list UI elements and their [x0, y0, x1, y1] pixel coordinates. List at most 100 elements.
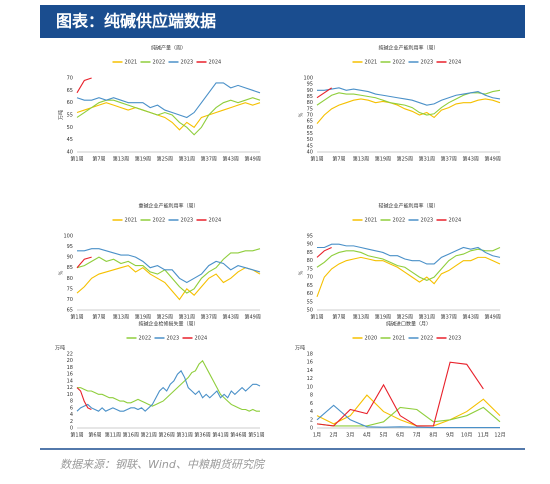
y-tick-label: 70 [67, 297, 73, 303]
x-tick-label: 第37周 [441, 156, 457, 163]
x-tick-label: 12月 [494, 433, 505, 439]
x-tick-label: 第41周 [212, 432, 228, 439]
series-line [76, 256, 92, 269]
y-axis-label: % [59, 270, 65, 275]
y-tick-label: 45 [67, 137, 73, 143]
series-line [316, 98, 501, 124]
y-tick-label: 60 [307, 291, 313, 297]
series-line [76, 369, 261, 412]
series-line [76, 102, 261, 131]
series-line [77, 248, 261, 284]
y-tick-label: 4 [70, 412, 73, 418]
x-tick-label: 第37周 [201, 156, 217, 163]
legend-label: 2021 [365, 218, 378, 224]
x-tick-label: 第49周 [244, 156, 260, 163]
y-axis-label: 万吨 [55, 345, 65, 352]
y-tick-label: 6 [310, 401, 313, 407]
x-tick-label: 第19周 [375, 156, 391, 163]
source: 数据来源：钢联、Wind、中粮期货研究院 [60, 458, 266, 471]
y-tick-label: 75 [307, 106, 313, 112]
y-tick-label: 50 [67, 125, 73, 131]
x-tick-label: 4月 [363, 433, 371, 439]
x-tick-label: 8月 [429, 433, 437, 439]
x-tick-label: 3月 [346, 433, 354, 439]
legend-label: 2023 [449, 336, 462, 342]
y-tick-label: 65 [67, 88, 73, 94]
x-tick-label: 第19周 [135, 156, 151, 163]
y-tick-label: 60 [67, 100, 73, 106]
x-tick-label: 7月 [413, 433, 421, 439]
y-tick-label: 22 [67, 352, 73, 358]
series-line [317, 243, 501, 265]
x-tick-label: 第46周 [230, 432, 246, 439]
y-axis-label: % [299, 270, 305, 275]
x-tick-label: 第13周 [113, 156, 129, 163]
legend-label: 2023 [167, 336, 180, 342]
x-tick-label: 第37周 [201, 314, 217, 321]
x-tick-label: 第49周 [484, 314, 500, 321]
x-tick-label: 6月 [396, 433, 404, 439]
x-tick-label: 第25周 [397, 314, 413, 321]
chart-title: 纯碱产量（周） [151, 45, 186, 52]
legend-label: 2024 [449, 218, 462, 224]
y-tick-label: 0 [310, 426, 313, 432]
y-tick-label: 75 [307, 266, 313, 272]
legend-label: 2021 [125, 218, 138, 224]
y-tick-label: 55 [307, 299, 313, 305]
y-tick-label: 85 [307, 94, 313, 100]
x-tick-label: 第19周 [375, 314, 391, 321]
y-tick-label: 4 [310, 409, 313, 415]
chart-title: 轻碱企业产能利用率（周） [378, 203, 438, 210]
y-tick-label: 16 [307, 360, 313, 366]
y-tick-label: 10 [67, 392, 73, 398]
y-tick-label: 12 [307, 376, 313, 382]
series-line [316, 247, 332, 258]
x-tick-label: 第7周 [92, 314, 105, 321]
x-tick-label: 第43周 [463, 156, 479, 163]
y-tick-label: 18 [307, 352, 313, 358]
y-tick-label: 2 [70, 419, 73, 425]
x-tick-label: 第7周 [332, 156, 345, 163]
y-tick-label: 65 [307, 119, 313, 125]
y-tick-label: 95 [307, 82, 313, 88]
y-tick-label: 80 [307, 100, 313, 106]
y-tick-label: 50 [307, 308, 313, 314]
chart-title: 纯碱企业产能利用率（周） [378, 45, 438, 52]
y-tick-label: 80 [67, 276, 73, 282]
y-tick-label: 55 [307, 131, 313, 137]
x-tick-label: 第43周 [223, 156, 239, 163]
series-line [76, 248, 261, 294]
legend-label: 2021 [365, 60, 378, 66]
chart-title: 重碱企业产能利用率（周） [138, 203, 198, 210]
y-tick-label: 85 [67, 265, 73, 271]
legend-label: 2023 [421, 60, 434, 66]
series-line [76, 77, 92, 94]
y-tick-label: 95 [307, 234, 313, 240]
y-tick-label: 40 [307, 150, 313, 156]
x-tick-label: 第1周 [70, 314, 83, 321]
x-tick-label: 第13周 [353, 156, 369, 163]
y-tick-label: 80 [307, 258, 313, 264]
x-tick-label: 第1周 [70, 432, 83, 439]
x-tick-label: 第31周 [419, 314, 435, 321]
x-tick-label: 1月 [313, 433, 321, 439]
x-tick-label: 第1周 [70, 156, 83, 163]
y-axis-label: 万吨 [58, 110, 65, 120]
y-tick-label: 70 [307, 113, 313, 119]
y-tick-label: 16 [67, 372, 73, 378]
x-tick-label: 第51周 [248, 432, 264, 439]
page-title: 图表：纯碱供应端数据 [56, 12, 216, 31]
y-tick-label: 8 [70, 399, 73, 405]
y-axis-label: 万吨 [295, 345, 305, 352]
y-tick-label: 70 [307, 275, 313, 281]
x-tick-label: 第11周 [105, 432, 121, 439]
series-line [316, 406, 501, 427]
series-line [316, 256, 501, 298]
x-tick-label: 第37周 [441, 314, 457, 321]
legend-label: 2020 [365, 336, 378, 342]
series-line [76, 387, 92, 410]
x-tick-label: 第25周 [157, 314, 173, 321]
x-tick-label: 第31周 [179, 156, 195, 163]
x-tick-label: 第36周 [194, 432, 210, 439]
